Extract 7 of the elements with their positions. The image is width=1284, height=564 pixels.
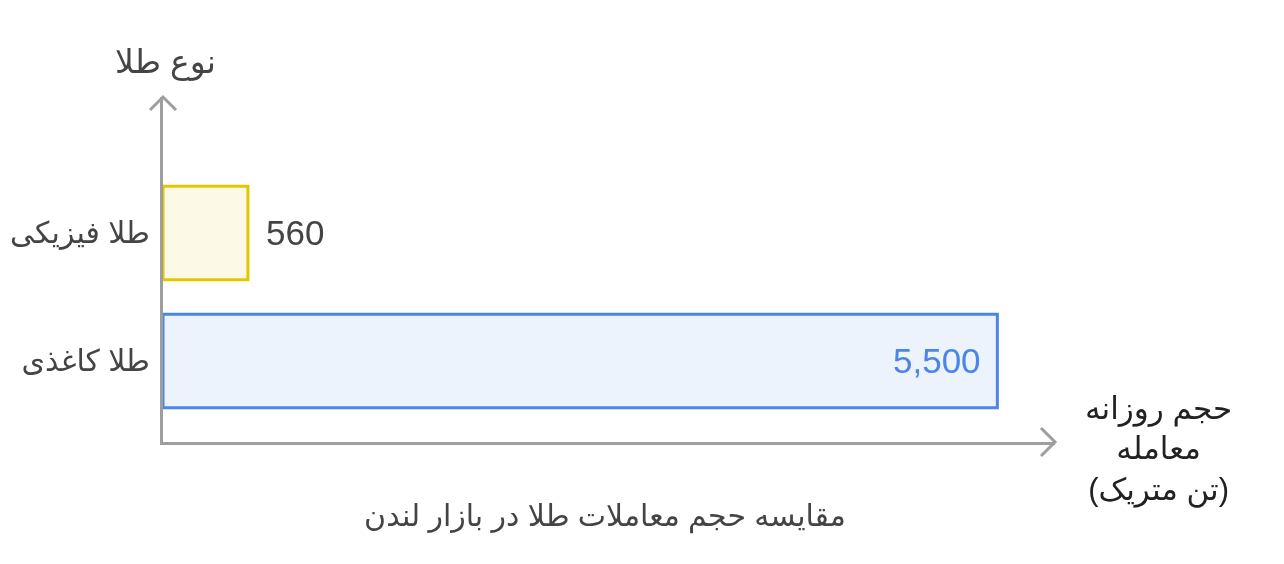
y-axis-title: نوع طلا — [115, 43, 217, 81]
y-tick-label: طلا کاغذی — [21, 344, 150, 378]
x-axis-title: حجم روزانه معامله (تن متریک) — [1085, 391, 1233, 508]
y-tick-label: طلا فیزیکی — [10, 216, 150, 251]
data-label: 5,500 — [893, 341, 981, 380]
text: مقایسه حجم معاملات طلا در بازار لندن — [364, 498, 846, 534]
data-label: 560 — [266, 213, 325, 252]
